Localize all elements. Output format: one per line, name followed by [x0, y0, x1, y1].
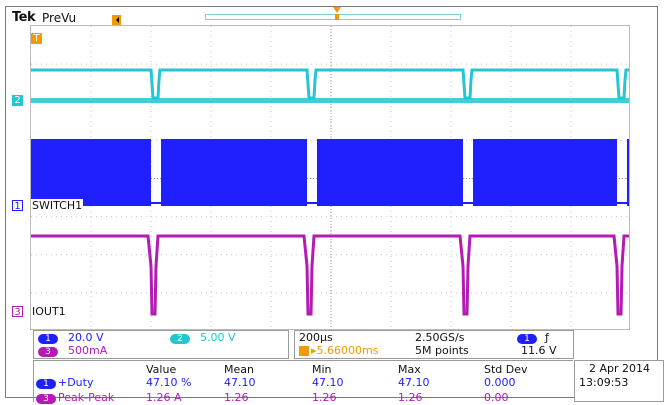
meas-header-stddev: Std Dev — [484, 363, 528, 376]
trigger-position-icon[interactable] — [333, 7, 341, 13]
acquisition-mode: PreVu — [42, 11, 77, 25]
trigger-delay-icon — [299, 346, 309, 356]
ch1-burst — [161, 139, 307, 206]
time-display: 13:09:53 — [579, 376, 629, 389]
meas-row2-badge[interactable]: 3 — [36, 394, 56, 404]
meas-row1-mean: 47.10 — [224, 376, 256, 389]
trigger-source-badge[interactable]: 1 — [517, 334, 537, 344]
ch1-burst — [627, 139, 629, 206]
ch3-scale[interactable]: 500mA — [68, 344, 108, 357]
ch1-scale[interactable]: 20.0 V — [68, 331, 104, 344]
record-view-bar — [205, 14, 461, 20]
meas-row2-name[interactable]: Peak-Peak — [58, 391, 115, 404]
date-display: 2 Apr 2014 — [589, 362, 651, 375]
ch1-label: SWITCH1 — [31, 199, 84, 212]
ch1-burst — [31, 139, 151, 206]
ch2-scale[interactable]: 5.00 V — [200, 331, 236, 344]
ch3-ground-marker[interactable]: 3 — [12, 306, 23, 318]
ch1-burst — [317, 139, 463, 206]
record-view-window — [335, 14, 339, 20]
trigger-level[interactable]: 11.6 V — [521, 344, 557, 357]
ch1-badge[interactable]: 1 — [38, 334, 58, 344]
meas-row2-min: 1.26 — [312, 391, 337, 404]
vertical-scale-panel: 1 20.0 V 2 5.00 V 3 500mA — [33, 330, 289, 359]
meas-row1-max: 47.10 — [398, 376, 430, 389]
timebase-panel: 200µs 2.50GS/s 1 ƒ ▸5.66000ms 5M points … — [294, 330, 574, 359]
meas-row1-value: 47.10 % — [146, 376, 192, 389]
waveform-area — [31, 26, 629, 329]
ch2-baseline — [31, 98, 629, 103]
meas-row2-stddev: 0.00 — [484, 391, 509, 404]
ch3-label: IOUT1 — [31, 305, 67, 318]
ch2-ground-marker[interactable]: 2 — [12, 95, 23, 106]
trigger-status-icon — [112, 15, 121, 25]
meas-row1-name[interactable]: +Duty — [58, 376, 94, 389]
meas-row1-min: 47.10 — [312, 376, 344, 389]
meas-header-min: Min — [312, 363, 332, 376]
meas-row2-mean: 1.26 — [224, 391, 249, 404]
meas-row2-max: 1.26 — [398, 391, 423, 404]
record-length[interactable]: 5M points — [415, 344, 469, 357]
sample-rate: 2.50GS/s — [415, 331, 465, 344]
datetime-panel: 2 Apr 2014 13:09:53 — [574, 360, 664, 402]
time-per-div[interactable]: 200µs — [299, 331, 333, 344]
trigger-slope-icon[interactable]: ƒ — [545, 331, 549, 344]
meas-row2-value: 1.26 A — [146, 391, 182, 404]
meas-header-mean: Mean — [224, 363, 254, 376]
meas-row1-badge[interactable]: 1 — [36, 379, 56, 389]
ch1-burst — [473, 139, 617, 206]
meas-header-max: Max — [398, 363, 421, 376]
ch2-badge[interactable]: 2 — [170, 334, 190, 344]
measurements-panel: Value Mean Min Max Std Dev 1 +Duty 47.10… — [33, 360, 573, 404]
brand-logo: Tek — [12, 10, 36, 25]
ch3-badge[interactable]: 3 — [38, 347, 58, 357]
ch3-trace — [31, 234, 629, 316]
meas-header-value: Value — [146, 363, 177, 376]
trigger-position[interactable]: 5.66000ms — [316, 344, 379, 357]
ch1-ground-marker[interactable]: 1 — [12, 200, 23, 212]
graticule — [30, 25, 630, 330]
trigger-level-marker[interactable]: T — [31, 33, 42, 44]
meas-row1-stddev: 0.000 — [484, 376, 516, 389]
